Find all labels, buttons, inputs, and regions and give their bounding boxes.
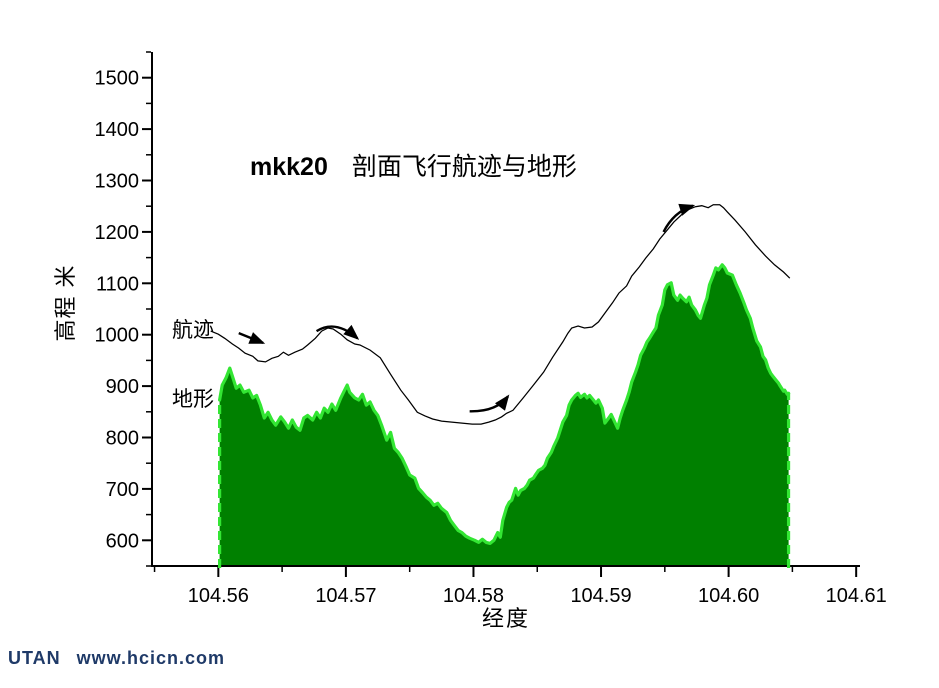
y-axis-tick-label: 1400 [95,119,140,141]
y-axis-tick-label: 700 [106,479,139,501]
watermark-brand: UTAN [8,648,61,668]
watermark-url: www.hcicn.com [76,648,226,668]
chart-title-prefix: mkk20 [250,153,328,181]
x-axis-tick-label: 104.58 [443,585,504,607]
flight-direction-arrow [469,394,510,413]
x-axis-tick-label: 104.60 [698,585,759,607]
flight-path-label: 航迹 [172,318,214,342]
flight-direction-arrow [315,324,360,340]
chart-title-text: 剖面飞行航迹与地形 [351,152,577,181]
x-axis-tick-label: 104.56 [188,585,249,607]
x-axis-tick-label: 104.57 [315,585,376,607]
x-axis-title: 经度 [481,607,531,632]
flight-direction-arrow [238,332,266,345]
watermark: UTAN www.hcicn.com [8,648,225,669]
terrain-area [219,264,789,565]
series-layer [210,204,791,568]
x-axis-tick-label: 104.59 [570,585,631,607]
chart-title: mkk20 剖面飞行航迹与地形 [250,150,577,184]
x-axis-tick-label: 104.61 [826,585,887,607]
flight-direction-arrow [662,203,696,233]
y-axis-tick-label: 800 [106,428,139,450]
y-axis-tick-label: 600 [106,530,139,552]
flight-direction-arrows [238,203,696,413]
y-axis-title: 高程 米 [54,264,79,342]
y-axis-tick-label: 1300 [95,171,140,193]
y-axis-tick-label: 1500 [95,68,140,90]
axes-layer: 104.56 104.57 104.58 104.59 104.60 104.61 600 7… [95,51,887,607]
terrain-outline [218,263,791,545]
y-axis-tick-label: 1100 [96,273,139,295]
y-axis-tick-label: 900 [106,376,139,398]
y-axis-tick-label: 1200 [95,222,140,244]
terrain-label: 地形 [172,387,214,411]
y-axis-tick-label: 1000 [95,325,140,347]
